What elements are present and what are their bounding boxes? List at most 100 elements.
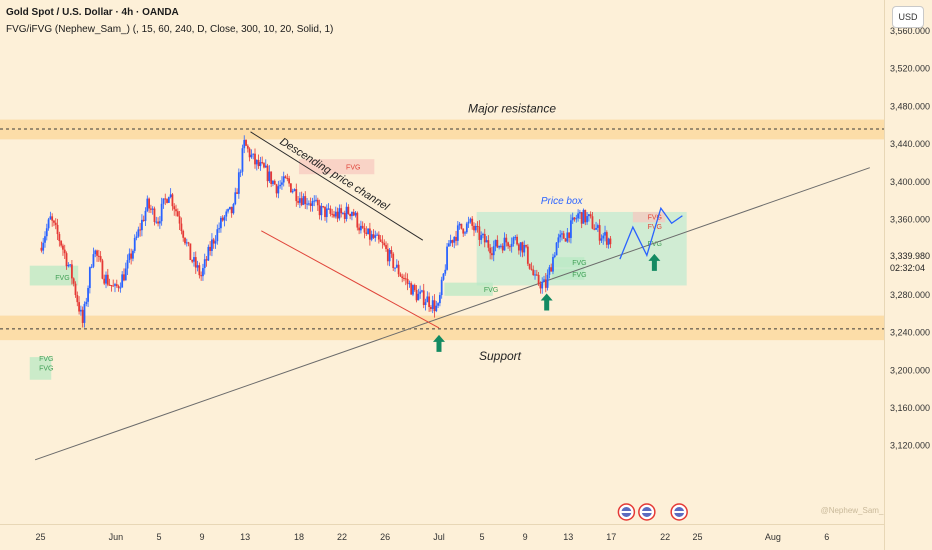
candle-body: [184, 237, 186, 244]
candle-body: [200, 275, 203, 277]
candle-body: [225, 211, 228, 217]
candle-body: [478, 226, 481, 240]
price-tick-label: 3,560.000: [890, 26, 930, 36]
candle-body: [119, 287, 122, 289]
candle-body: [266, 165, 269, 182]
candle-body: [521, 242, 524, 253]
candle-body: [460, 223, 463, 229]
candle-body: [279, 184, 282, 187]
candle-body: [216, 229, 219, 242]
candle-body: [166, 199, 168, 203]
candle-body: [372, 234, 375, 238]
candle-body: [388, 250, 391, 262]
candle-body: [532, 269, 535, 276]
fvg-zone: [298, 159, 375, 175]
candle-body: [602, 235, 605, 239]
candle-body: [281, 182, 283, 185]
candle-body: [212, 239, 215, 244]
watermark: @Nephew_Sam_: [821, 506, 884, 515]
candle-body: [58, 234, 61, 242]
candle-body: [96, 250, 98, 256]
candle-body: [277, 186, 280, 194]
candle-body: [512, 237, 515, 244]
candle-body: [494, 239, 497, 247]
candle-body: [474, 225, 477, 231]
event-flag-stripe: [641, 511, 652, 513]
candle-body: [194, 257, 197, 268]
bar-countdown: 02:32:04: [890, 263, 926, 273]
time-tick-label: 13: [563, 532, 573, 542]
price-tick-label: 3,200.000: [890, 365, 930, 375]
candle-body: [428, 296, 431, 307]
candle-body: [87, 288, 89, 302]
candle-body: [561, 233, 563, 235]
candle-body: [44, 236, 46, 243]
candle-body: [106, 274, 109, 285]
fvg-label: FVG: [346, 165, 360, 172]
time-tick-label: Jul: [433, 532, 445, 542]
price-tick-label: 3,480.000: [890, 101, 930, 111]
candle-body: [404, 278, 407, 280]
candle-body: [243, 139, 246, 149]
candle-body: [211, 239, 213, 251]
candle-body: [135, 236, 138, 239]
candle-body: [221, 217, 224, 221]
time-tick-label: 25: [35, 532, 45, 542]
candle-body: [126, 260, 129, 269]
candle-body: [144, 210, 147, 221]
candle-body: [553, 255, 556, 257]
candle-body: [514, 236, 517, 238]
candle-body: [596, 225, 599, 228]
indicator-legend[interactable]: FVG/iFVG (Nephew_Sam_) (, 15, 60, 240, D…: [6, 24, 334, 35]
candle-body: [496, 239, 499, 248]
candle-body: [162, 198, 165, 204]
candle-body: [185, 242, 188, 244]
candle-body: [203, 259, 206, 269]
candle-body: [313, 200, 316, 202]
candle-body: [566, 232, 569, 242]
candle-body: [340, 208, 343, 214]
candle-body: [99, 256, 102, 261]
time-tick-label: 26: [380, 532, 390, 542]
candle-body: [587, 214, 590, 217]
candle-body: [476, 225, 479, 227]
currency-button[interactable]: USD: [892, 6, 924, 28]
candle-body: [507, 242, 509, 247]
candle-body: [510, 243, 513, 247]
candle-body: [336, 211, 339, 219]
candle-body: [586, 216, 588, 223]
candle-body: [205, 259, 208, 261]
candle-body: [600, 238, 603, 241]
candle-body: [218, 228, 221, 230]
candle-body: [517, 244, 520, 251]
candle-body: [121, 274, 124, 288]
projection-path: [619, 206, 683, 260]
candle-body: [110, 285, 113, 287]
candle-body: [516, 236, 518, 245]
candle-body: [115, 284, 118, 287]
candle-body: [464, 232, 466, 234]
candle-body: [232, 204, 235, 214]
candle-body: [133, 238, 136, 251]
candle-body: [410, 283, 413, 295]
candle-body: [114, 284, 116, 286]
candle-body: [333, 214, 335, 217]
candle-body: [94, 250, 97, 255]
candle-body: [180, 223, 183, 232]
candle-body: [379, 239, 382, 242]
candle-body: [498, 245, 501, 248]
candle-body: [297, 201, 299, 203]
candle-body: [526, 246, 529, 264]
candle-body: [367, 228, 369, 235]
candle-body: [401, 276, 404, 279]
candle-body: [272, 180, 274, 184]
candle-body: [374, 235, 377, 238]
candle-body: [304, 196, 307, 205]
zone-band: [0, 119, 884, 140]
candle-body: [54, 222, 57, 225]
current-price-label: 3,339.980 02:32:04: [890, 250, 932, 274]
fvg-zone: [552, 257, 585, 268]
candle-body: [151, 208, 154, 210]
candle-body: [564, 238, 567, 242]
